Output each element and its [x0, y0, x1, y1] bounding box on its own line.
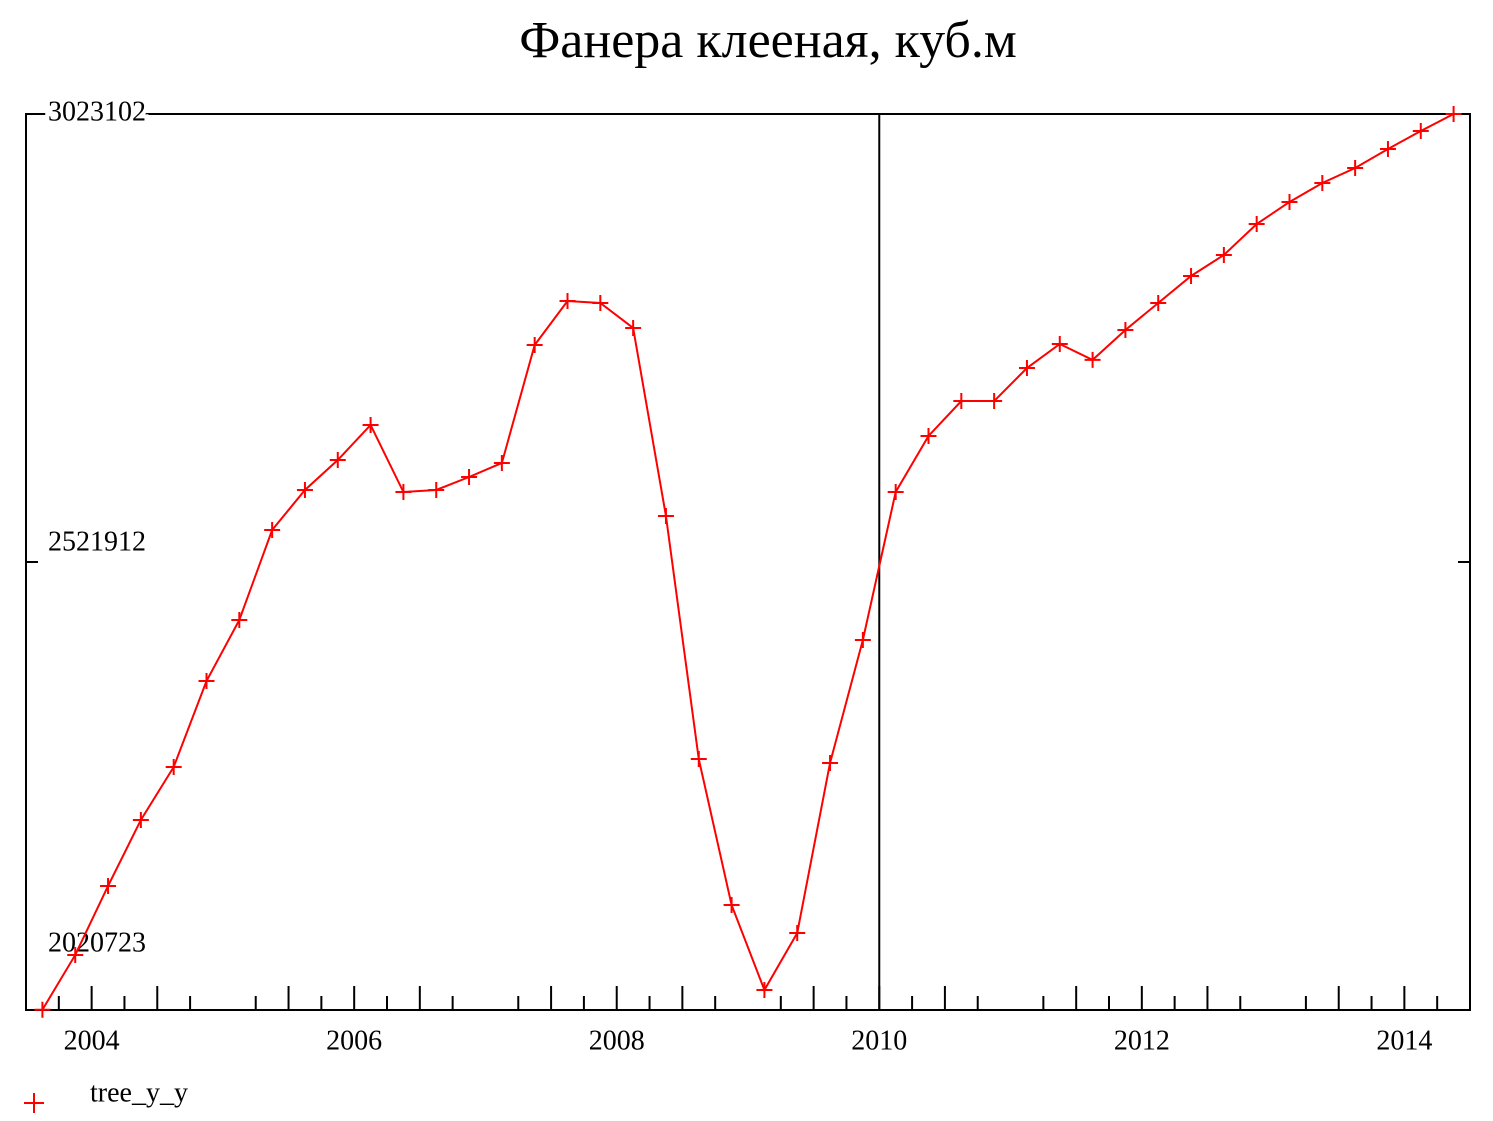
- point-marker: [1018, 360, 1035, 377]
- series-line: [41, 113, 1455, 1011]
- point-marker: [198, 672, 215, 689]
- x-tick-label: 2014: [1376, 1025, 1432, 1056]
- plot-frame: [25, 113, 1471, 1011]
- point-marker: [1051, 335, 1068, 352]
- point-marker: [986, 393, 1003, 410]
- point-marker: [1412, 122, 1429, 139]
- point-marker: [723, 896, 740, 913]
- point-marker: [1183, 267, 1200, 284]
- point-marker: [296, 481, 313, 498]
- point-marker: [1445, 106, 1462, 122]
- chart-title: Фанера клееная, куб.м: [519, 12, 1017, 69]
- point-marker: [854, 631, 871, 648]
- point-marker: [231, 612, 248, 629]
- point-marker: [953, 393, 970, 410]
- legend-marker: [24, 1093, 44, 1113]
- point-marker: [592, 294, 609, 311]
- x-tick-label: 2012: [1114, 1025, 1170, 1056]
- x-tick-label: 2004: [64, 1025, 120, 1056]
- point-marker: [461, 469, 478, 486]
- point-marker: [690, 751, 707, 768]
- point-marker: [526, 336, 543, 353]
- point-marker: [920, 427, 937, 444]
- x-tick-label: 2006: [326, 1025, 382, 1056]
- x-tick-label: 2008: [589, 1025, 645, 1056]
- x-tick-label: 2010: [851, 1025, 907, 1056]
- point-marker: [1248, 216, 1265, 233]
- point-marker: [1281, 193, 1298, 210]
- y-tick-label: 3023102: [48, 96, 146, 127]
- point-marker: [1117, 321, 1134, 338]
- legend-label: tree_y_y: [90, 1077, 188, 1108]
- point-marker: [264, 522, 281, 539]
- point-marker: [822, 754, 839, 771]
- point-marker: [657, 507, 674, 524]
- point-marker: [100, 877, 117, 894]
- point-marker: [559, 293, 576, 309]
- point-marker: [329, 452, 346, 469]
- point-marker: [493, 454, 510, 471]
- point-marker: [1150, 294, 1167, 311]
- point-marker: [625, 319, 642, 336]
- point-marker: [789, 924, 806, 941]
- y-tick-label: 2020723: [48, 927, 146, 958]
- point-marker: [1314, 175, 1331, 192]
- point-marker: [428, 481, 445, 498]
- point-marker: [887, 484, 904, 501]
- point-marker: [395, 484, 412, 501]
- point-marker: [756, 981, 773, 998]
- point-marker: [362, 416, 379, 433]
- point-marker: [1347, 159, 1364, 176]
- point-marker: [132, 811, 149, 828]
- point-marker: [67, 946, 84, 963]
- point-marker: [34, 1001, 51, 1018]
- y-tick-label: 2521912: [48, 526, 146, 557]
- point-marker: [1215, 246, 1232, 263]
- point-marker: [1084, 351, 1101, 368]
- point-marker: [1379, 140, 1396, 157]
- point-marker: [165, 758, 182, 775]
